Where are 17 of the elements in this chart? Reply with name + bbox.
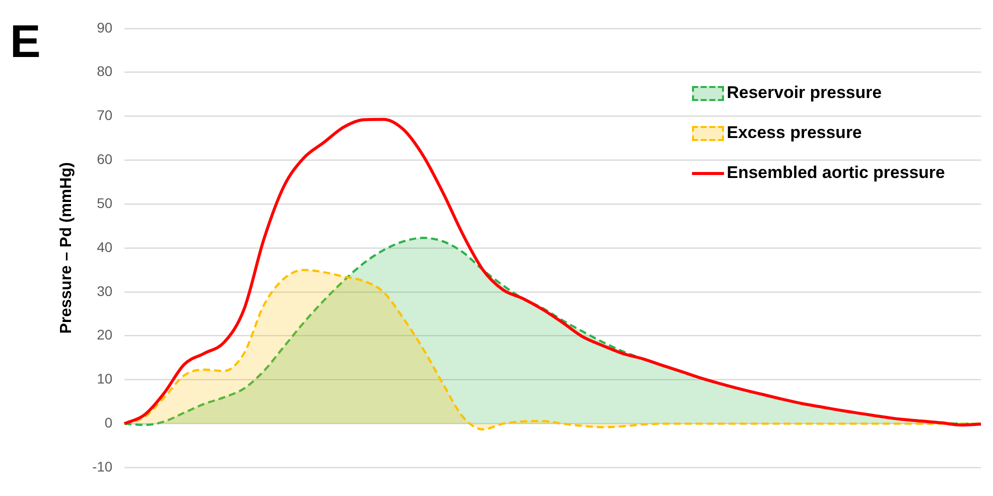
y-tick-label: 50 bbox=[96, 194, 113, 211]
y-tick-label: 20 bbox=[96, 326, 113, 343]
y-tick-label: -10 bbox=[92, 458, 113, 474]
legend-label: Reservoir pressure bbox=[726, 83, 882, 103]
y-axis-title: Pressure – Pd (mmHg) bbox=[58, 162, 76, 334]
legend-label: Ensembled aortic pressure bbox=[726, 163, 945, 183]
legend-label: Excess pressure bbox=[726, 123, 862, 143]
y-tick-label: 70 bbox=[96, 107, 113, 124]
y-tick-label: 40 bbox=[96, 238, 113, 255]
y-tick-label: 30 bbox=[96, 282, 113, 299]
y-tick-label: 60 bbox=[96, 151, 113, 168]
text: E bbox=[10, 14, 41, 68]
y-tick-label: 90 bbox=[96, 19, 113, 36]
y-tick-label: 10 bbox=[96, 370, 113, 387]
y-tick-label: 80 bbox=[96, 63, 113, 80]
y-tick-label: 0 bbox=[104, 414, 113, 431]
line-series bbox=[122, 118, 982, 426]
